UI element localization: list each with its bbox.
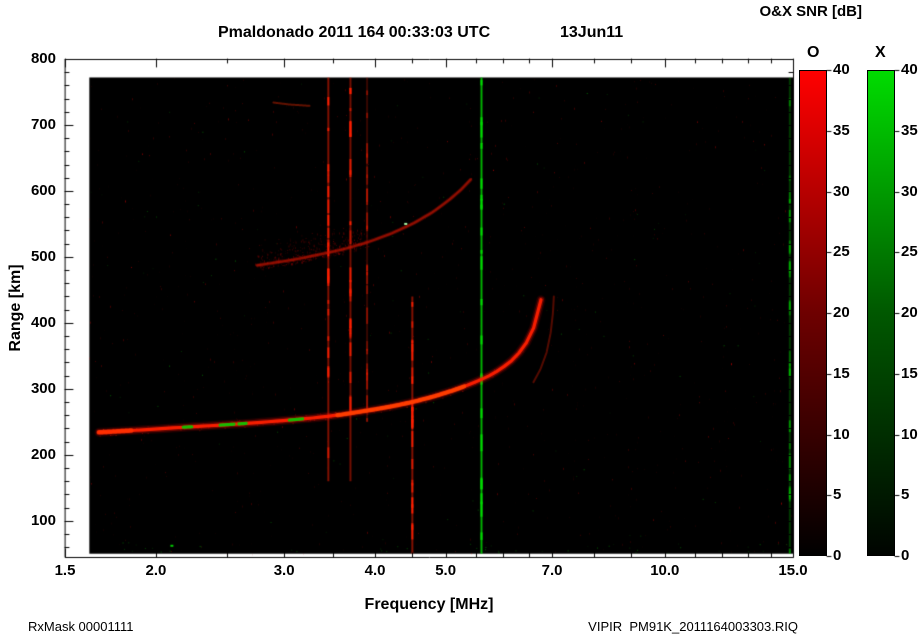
y-tick-label: 300 bbox=[30, 379, 56, 397]
x-colorbar-tick-label: 35 bbox=[901, 121, 918, 139]
o-colorbar-tick-label: 20 bbox=[833, 304, 850, 321]
x-colorbar-tick-label: 30 bbox=[901, 182, 918, 200]
o-colorbar-tick-label: 40 bbox=[833, 61, 850, 78]
colorbar-units-label: O&X SNR [dB] bbox=[759, 3, 863, 20]
o-mode-header: O bbox=[807, 44, 820, 61]
plot-title: Pmaldonado 2011 164 00:33:03 UTC bbox=[218, 24, 491, 41]
x-colorbar-tick-label: 0 bbox=[901, 547, 910, 564]
source-file-label: VIPIR PM91K_2011164003303.RIQ bbox=[588, 619, 798, 634]
x-mode-colorbar bbox=[867, 70, 895, 556]
x-colorbar-tick-label: 5 bbox=[901, 486, 910, 504]
y-tick-label: 700 bbox=[30, 115, 56, 133]
x-tick-label: 7.0 bbox=[541, 562, 563, 579]
x-tick-label: 3.0 bbox=[273, 562, 295, 579]
o-colorbar-tick-label: 0 bbox=[833, 547, 842, 564]
x-tick-label: 2.0 bbox=[145, 562, 167, 579]
y-tick-label: 600 bbox=[30, 181, 56, 199]
y-tick-label: 500 bbox=[30, 247, 56, 265]
x-tick-label: 1.5 bbox=[54, 562, 76, 579]
x-colorbar-tick-label: 20 bbox=[901, 304, 918, 321]
rxmask-label: RxMask 00001111 bbox=[28, 619, 134, 634]
o-colorbar-tick-label: 25 bbox=[833, 243, 850, 261]
y-tick-label: 100 bbox=[30, 511, 56, 529]
o-colorbar-tick-label: 10 bbox=[833, 425, 850, 443]
y-tick-label: 400 bbox=[30, 313, 56, 331]
o-mode-colorbar bbox=[799, 70, 827, 556]
o-colorbar-tick-label: 30 bbox=[833, 182, 850, 200]
x-tick-label: 10.0 bbox=[650, 562, 680, 579]
x-tick-label: 5.0 bbox=[435, 562, 457, 579]
x-axis-label: Frequency [MHz] bbox=[364, 596, 494, 613]
o-colorbar-tick-label: 5 bbox=[833, 486, 842, 504]
x-colorbar-tick-label: 15 bbox=[901, 364, 918, 382]
x-mode-header: X bbox=[875, 44, 886, 61]
y-axis-label: Range [km] bbox=[7, 264, 24, 352]
y-tick-label: 200 bbox=[30, 445, 56, 463]
x-tick-label: 15.0 bbox=[778, 562, 808, 579]
x-tick-label: 4.0 bbox=[364, 562, 386, 579]
o-colorbar-tick-label: 35 bbox=[833, 121, 850, 139]
x-colorbar-tick-label: 10 bbox=[901, 425, 918, 443]
y-tick-label: 800 bbox=[30, 50, 56, 67]
plot-date: 13Jun11 bbox=[560, 24, 624, 41]
x-colorbar-tick-label: 25 bbox=[901, 243, 918, 261]
o-colorbar-tick-label: 15 bbox=[833, 364, 850, 382]
x-colorbar-tick-label: 40 bbox=[901, 61, 918, 78]
